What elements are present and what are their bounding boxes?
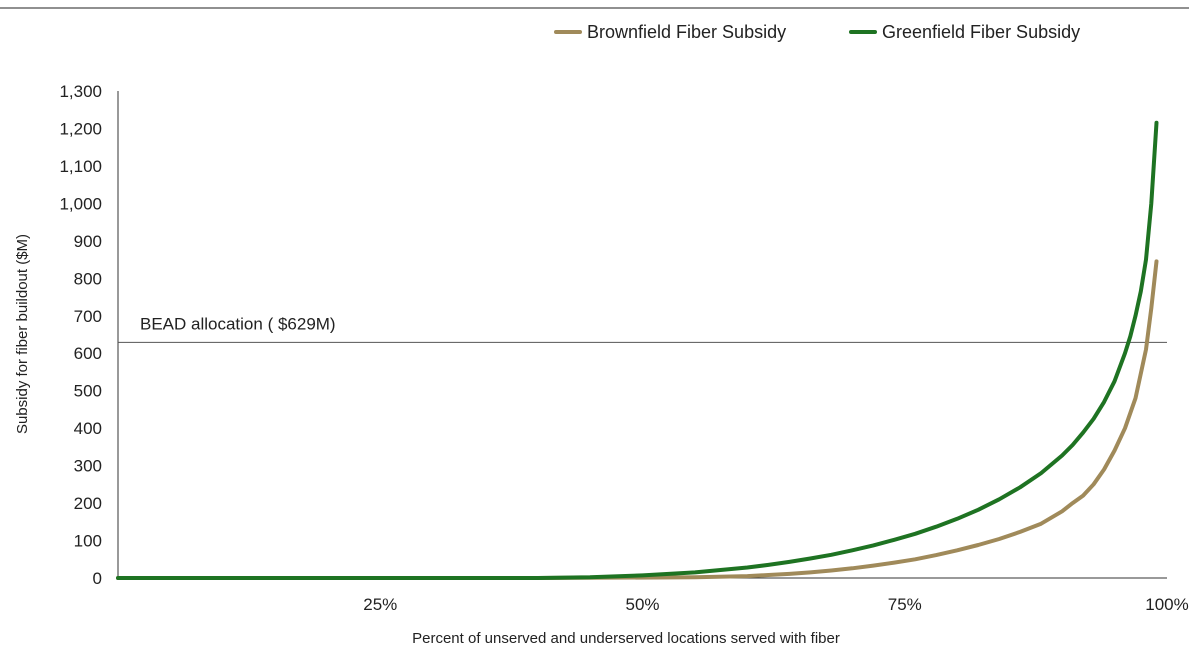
y-axis-title: Subsidy for fiber buildout ($M) [14,234,31,434]
y-tick-label: 0 [93,569,102,588]
x-tick-label: 25% [363,595,397,614]
y-tick-label: 1,000 [59,194,102,213]
y-tick-label: 1,100 [59,157,102,176]
y-tick-label: 500 [74,382,102,401]
x-axis-title: Percent of unserved and underserved loca… [412,630,840,647]
x-tick-label: 50% [625,595,659,614]
y-tick-label: 200 [74,494,102,513]
y-tick-label: 300 [74,457,102,476]
series-line-greenfield [116,120,1159,580]
y-tick-label: 400 [74,419,102,438]
series-line-brownfield [116,259,1159,580]
x-axis-ticks: 25% 50% 75% 100% [363,595,1189,614]
x-tick-label: 75% [888,595,922,614]
legend-label-brownfield: Brownfield Fiber Subsidy [587,22,786,42]
series-layer [116,120,1159,580]
y-tick-label: 600 [74,344,102,363]
y-axis-ticks: 0 100 200 300 400 500 600 700 800 900 1,000 1,100 1,… [59,82,102,588]
y-tick-label: 1,200 [59,119,102,138]
y-tick-label: 1,300 [59,82,102,101]
y-tick-label: 800 [74,269,102,288]
y-tick-label: 700 [74,307,102,326]
legend-label-greenfield: Greenfield Fiber Subsidy [882,22,1080,42]
y-tick-label: 900 [74,232,102,251]
legend: Brownfield Fiber Subsidy Greenfield Fibe… [554,22,1080,42]
y-tick-label: 100 [74,532,102,551]
bead-allocation-label: BEAD allocation ( $629M) [140,314,336,333]
x-tick-label: 100% [1145,595,1188,614]
